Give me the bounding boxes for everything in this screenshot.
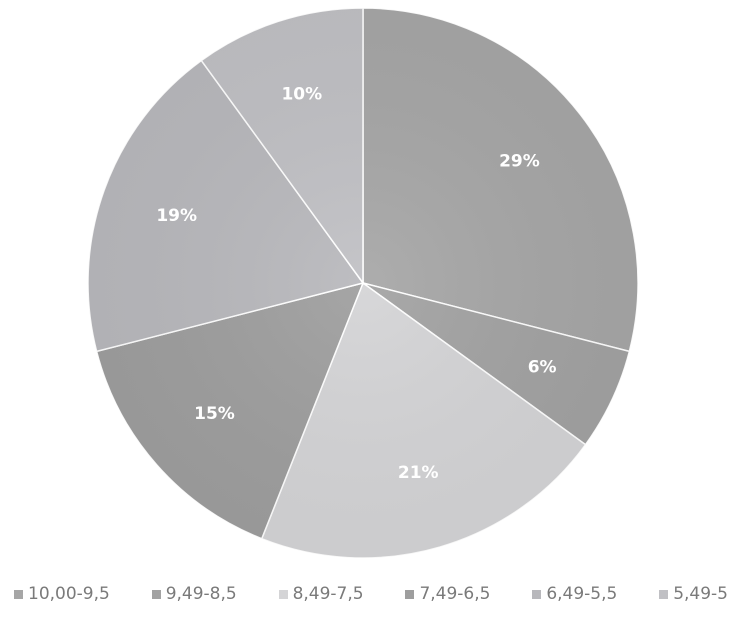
slice-data-label: 29% [499, 152, 540, 172]
legend-item: 5,49-5 [659, 584, 728, 604]
chart-legend: 10,00-9,5 9,49-8,5 8,49-7,5 7,49-6,5 6,49-5,… [0, 574, 732, 614]
legend-item: 8,49-7,5 [278, 584, 364, 604]
slice-data-label: 10% [281, 85, 322, 105]
legend-swatch [532, 589, 542, 599]
pie-slices [87, 7, 639, 559]
legend-label: 5,49-5 [673, 584, 728, 604]
legend-item: 9,49-8,5 [151, 584, 237, 604]
legend-label: 9,49-8,5 [165, 584, 237, 604]
pie-data-labels: 29% 6% 21% 15% 19% 10% [156, 85, 556, 483]
legend-label: 8,49-7,5 [292, 584, 364, 604]
legend-label: 6,49-5,5 [546, 584, 618, 604]
slice-data-label: 6% [528, 357, 557, 377]
slice-data-label: 21% [398, 463, 439, 483]
slice-data-label: 15% [194, 404, 235, 424]
legend-item: 7,49-6,5 [405, 584, 490, 604]
slice-data-label: 19% [156, 206, 197, 226]
legend-label: 7,49-6,5 [419, 584, 491, 604]
legend-swatch [405, 589, 415, 599]
legend-label: 10,00-9,5 [28, 584, 110, 604]
legend-swatch [659, 589, 669, 599]
legend-item: 10,00-9,5 [14, 584, 110, 604]
legend-swatch [278, 589, 288, 599]
legend-item: 6,49-5,5 [532, 584, 617, 604]
legend-swatch [151, 589, 161, 599]
pie-plot-area: 29% 6% 21% 15% 19% 10% [87, 7, 639, 559]
legend-swatch [14, 589, 23, 599]
